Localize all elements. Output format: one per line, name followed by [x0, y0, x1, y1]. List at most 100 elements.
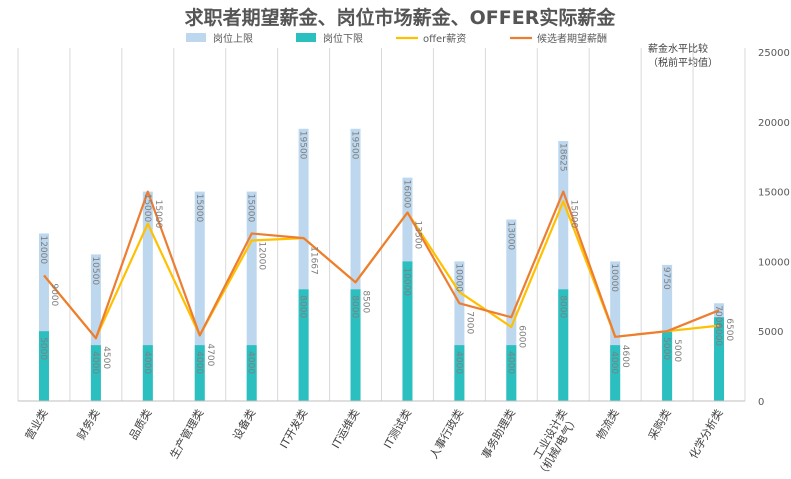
bar-lower-5	[298, 289, 309, 401]
x-tick-label-4: 设备类	[230, 407, 259, 443]
data-label-lower-2: 4000	[142, 351, 152, 374]
x-tick-label-1: 财务类	[74, 407, 103, 443]
data-label-mid-4: 12000	[257, 241, 267, 270]
x-tick-label-line: 化学分析类	[686, 407, 726, 462]
x-tick-label-line: IT开发类	[277, 407, 311, 451]
x-tick-label-line: 财务类	[74, 407, 103, 443]
y-tick-label-5: 25000	[758, 48, 790, 59]
data-label-mid-8: 7000	[464, 311, 474, 334]
bar-lower-4	[246, 345, 257, 401]
data-label-mid-10: 15000	[568, 200, 578, 229]
x-tick-label-line: 采购类	[645, 407, 674, 443]
data-label-mid-13: 6500	[724, 318, 734, 341]
data-label-upper-0: 12000	[38, 235, 48, 264]
y-tick-label-2: 10000	[758, 257, 790, 268]
data-label-lower-7: 10000	[401, 267, 411, 296]
data-label-lower-4: 4000	[246, 351, 256, 374]
x-tick-label-2: 品质类	[126, 407, 155, 443]
legend-label-2: offer薪资	[423, 33, 466, 45]
x-tick-label-9: 事务助理类	[478, 407, 518, 462]
data-label-upper-10: 18625	[557, 143, 567, 172]
bar-upper-5	[298, 128, 309, 401]
data-label-upper-12: 9750	[661, 267, 671, 290]
data-label-lower-12: 5000	[661, 337, 671, 360]
bar-upper-10	[558, 140, 569, 401]
bar-upper-4	[246, 191, 257, 401]
y-tick-label-1: 5000	[758, 327, 783, 338]
x-tick-label-11: 物流类	[593, 407, 622, 443]
bar-lower-13	[714, 317, 725, 401]
data-label-mid-1: 4500	[101, 346, 111, 369]
x-tick-label-line: IT测试类	[380, 407, 414, 451]
data-label-mid-7: 13500	[412, 221, 422, 250]
bar-lower-1	[90, 345, 101, 401]
data-label-mid-5: 11667	[309, 246, 319, 275]
bar-upper-1	[90, 254, 101, 401]
data-label-upper-6: 19500	[350, 131, 360, 160]
bar-upper-9	[506, 219, 517, 401]
bar-upper-3	[194, 191, 205, 401]
x-tick-label-0: 营业类	[22, 407, 51, 443]
chart-note-line-1: 薪金水平比较	[648, 42, 708, 55]
bar-lower-0	[38, 331, 49, 401]
y-axis: 0 5000 10000 15000 20000 25000	[758, 48, 790, 408]
legend-label-0: 岗位上限	[213, 32, 253, 45]
x-tick-label-line: 品质类	[126, 407, 155, 443]
bar-lower-10	[558, 289, 569, 401]
y-tick-label-0: 0	[758, 397, 764, 408]
x-tick-label-8: 人事行政类	[426, 406, 466, 461]
data-label-lower-11: 4000	[609, 351, 619, 374]
bar-upper-8	[454, 261, 465, 401]
legend: 岗位上限 岗位下限 offer薪资 候选者期望薪酬	[186, 32, 607, 45]
data-label-upper-2: 15000	[142, 194, 152, 223]
bar-upper-11	[610, 261, 621, 401]
data-label-lower-0: 5000	[38, 337, 48, 360]
data-label-lower-3: 4000	[194, 351, 204, 374]
data-label-lower-1: 4000	[90, 351, 100, 374]
bar-lower-2	[142, 345, 153, 401]
x-tick-label-5: IT开发类	[277, 407, 311, 451]
line-series-expected	[43, 190, 720, 340]
data-label-mid-3: 4700	[205, 343, 215, 366]
bar-lower-12	[662, 331, 673, 401]
x-tick-label-line: IT运维类	[329, 407, 363, 451]
x-tick-label-6: IT运维类	[329, 407, 363, 451]
data-label-upper-13: 7000	[713, 305, 723, 328]
legend-label-1: 岗位下限	[323, 32, 363, 45]
x-tick-label-line: 人事行政类	[426, 406, 466, 461]
x-tick-label-line: 营业类	[22, 407, 51, 443]
bar-upper-6	[350, 128, 361, 401]
chart-note-line-2: （税前平均值）	[648, 56, 718, 69]
bar-lower-8	[454, 345, 465, 401]
data-label-lower-9: 4000	[505, 351, 515, 374]
x-tick-label-10: 工业设计类（机械/电气）	[523, 407, 581, 479]
line-series	[43, 190, 720, 340]
x-tick-label-3: 生产管理类	[167, 407, 207, 462]
data-label-upper-4: 15000	[246, 194, 256, 223]
legend-swatch-0	[186, 33, 206, 42]
data-label-upper-1: 10500	[90, 256, 100, 285]
data-label-lower-8: 4000	[453, 351, 463, 374]
data-label-mid-6: 8500	[361, 290, 371, 313]
grid-lines	[17, 48, 746, 401]
data-label-mid-9: 6000	[516, 325, 526, 348]
data-label-upper-3: 15000	[194, 194, 204, 223]
bar-lower-11	[610, 345, 621, 401]
bar-upper-2	[142, 191, 153, 401]
data-label-lower-10: 8000	[557, 295, 567, 318]
data-label-mid-12: 5000	[672, 339, 682, 362]
data-label-lower-13: 6000	[713, 323, 723, 346]
data-label-upper-7: 16000	[401, 180, 411, 209]
legend-label-3: 候选者期望薪酬	[537, 32, 607, 45]
x-tick-label-13: 化学分析类	[686, 407, 726, 462]
bars-lower-limit	[38, 261, 725, 401]
bar-lower-6	[350, 289, 361, 401]
x-tick-label-line: 物流类	[593, 407, 622, 443]
y-tick-label-3: 15000	[758, 188, 790, 199]
data-label-upper-5: 19500	[298, 131, 308, 160]
data-label-mid-11: 4600	[620, 345, 630, 368]
data-label-mid-0: 9000	[49, 283, 59, 306]
data-label-mid-2: 15000	[153, 200, 163, 229]
